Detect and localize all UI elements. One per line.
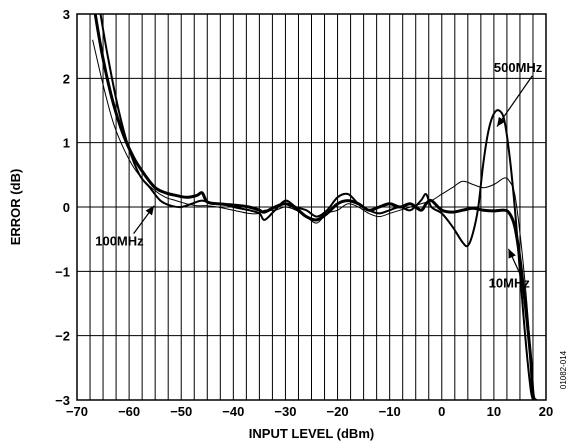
x-tick-label: −20	[327, 404, 349, 419]
annotation-label: 100MHz	[95, 234, 144, 249]
series-group	[92, 14, 537, 400]
x-tick-label: −60	[118, 404, 140, 419]
x-tick-label: −50	[170, 404, 192, 419]
x-tick-label: 0	[438, 404, 445, 419]
y-tick-label: −1	[55, 264, 70, 279]
series-line-100mhz	[92, 39, 534, 400]
y-axis-title: ERROR (dB)	[8, 169, 23, 246]
plot-frame	[76, 13, 547, 401]
annotation-label: 10MHz	[489, 275, 531, 290]
x-tick-label: −10	[379, 404, 401, 419]
annotation-arrowhead	[497, 116, 506, 127]
annotation-arrowhead	[145, 205, 155, 216]
x-tick-label: −30	[274, 404, 296, 419]
annotations: 500MHz 100MHz 10MHz	[95, 60, 543, 291]
x-tick-label: 10	[487, 404, 501, 419]
y-tick-label: −3	[55, 393, 70, 408]
x-tick-label: 20	[539, 404, 553, 419]
y-tick-label: −2	[55, 329, 70, 344]
annotation-label: 500MHz	[494, 60, 543, 75]
annotation-arrow-line	[496, 75, 533, 127]
x-tick-label: −40	[222, 404, 244, 419]
y-tick-label: 1	[63, 136, 70, 151]
y-tick-label: 0	[63, 200, 70, 215]
y-tick-label: 2	[63, 71, 70, 86]
annotation-arrowhead	[508, 248, 516, 259]
y-tick-label: 3	[63, 7, 70, 22]
series-line-500mhz	[99, 14, 534, 400]
x-tick-label: −70	[66, 404, 88, 419]
figure-id: 01082-014	[559, 350, 568, 389]
series-line-10mhz	[93, 14, 537, 400]
x-axis-title: INPUT LEVEL (dBm)	[249, 426, 374, 441]
